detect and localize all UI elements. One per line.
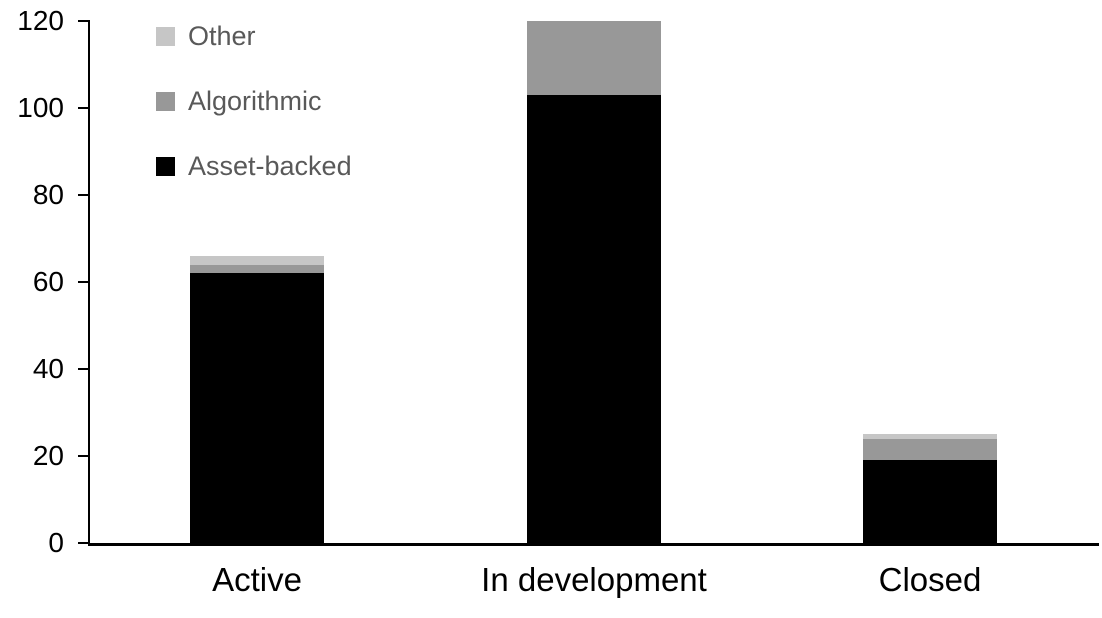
x-category-label: Active (212, 561, 302, 598)
y-tick-mark (78, 455, 89, 457)
bar-segment-other (863, 434, 997, 439)
legend-swatch-icon (156, 91, 175, 111)
legend-label: Asset-backed (188, 150, 352, 181)
bar-segment-asset-backed (190, 273, 324, 543)
y-tick-mark (78, 368, 89, 370)
legend-label: Algorithmic (188, 85, 322, 116)
legend-swatch-icon (156, 156, 175, 176)
bar-segment-asset-backed (527, 94, 661, 543)
y-tick-label: 0 (48, 527, 64, 558)
legend-item-algorithmic: Algorithmic (156, 81, 352, 121)
chart-legend: Other Algorithmic Asset-backed (156, 16, 352, 211)
legend-item-other: Other (156, 16, 352, 56)
y-tick-label: 80 (32, 179, 64, 210)
y-tick-label: 120 (17, 5, 64, 36)
y-tick-mark (78, 107, 89, 109)
bar-segment-algorithmic (190, 264, 324, 274)
y-tick-label: 40 (32, 353, 64, 384)
legend-swatch-icon (156, 26, 175, 46)
y-tick-label: 20 (32, 440, 64, 471)
bar-segment-algorithmic (863, 438, 997, 461)
bar-segment-asset-backed (863, 460, 997, 543)
y-tick-label: 60 (32, 266, 64, 297)
y-tick-mark (78, 281, 89, 283)
y-tick-mark (78, 194, 89, 196)
x-category-label: Closed (878, 561, 982, 598)
y-tick-mark (78, 20, 89, 22)
legend-label: Other (188, 20, 256, 51)
y-axis-line (88, 20, 90, 545)
y-tick-label: 100 (17, 92, 64, 123)
x-category-label: In development (481, 561, 707, 598)
y-tick-mark (78, 542, 89, 544)
legend-item-asset-backed: Asset-backed (156, 146, 352, 186)
bar-segment-algorithmic (527, 21, 661, 95)
bar-segment-other (190, 255, 324, 265)
x-axis-line (88, 543, 1099, 546)
